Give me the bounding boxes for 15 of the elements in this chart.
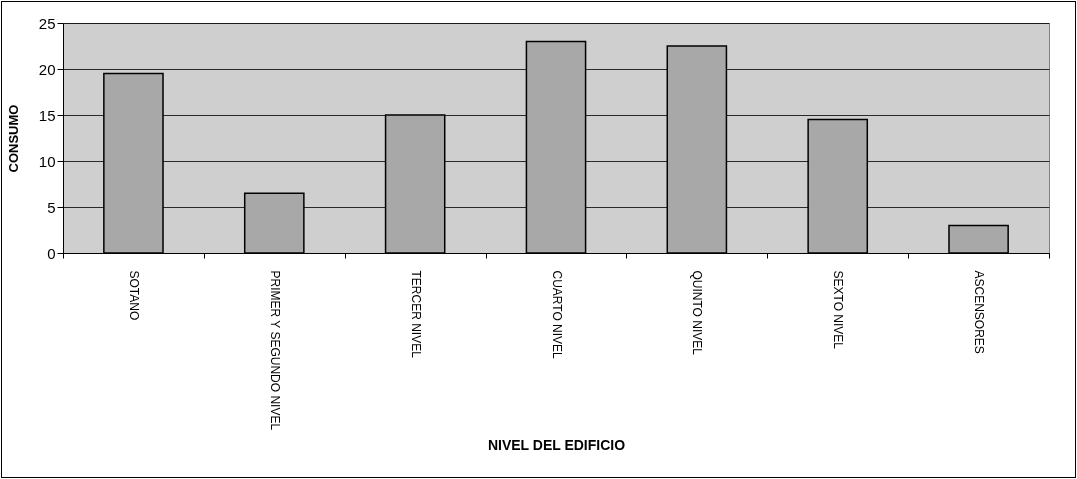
x-tick-label: TERCER NIVEL: [408, 270, 423, 359]
x-tick-label: SOTANO: [126, 270, 141, 321]
y-tick-label: 25: [38, 14, 56, 32]
x-axis-title: NIVEL DEL EDIFICIO: [487, 436, 626, 453]
y-tick-label: 5: [47, 198, 56, 216]
x-tick-label: PRIMER Y SEGUNDO NIVEL: [267, 270, 282, 431]
x-tick-label: CUARTO NIVEL: [549, 270, 564, 360]
y-tick-label: 0: [47, 244, 56, 262]
x-tick-label: QUINTO NIVEL: [690, 270, 705, 356]
x-tick-label: SEXTO NIVEL: [831, 270, 846, 350]
y-axis-title: CONSUMO: [5, 104, 21, 173]
x-tick-label: ASCENSORES: [972, 270, 987, 354]
y-tick-label: 10: [38, 152, 56, 170]
y-tick-label: 15: [38, 106, 56, 124]
y-tick-label: 20: [38, 60, 56, 78]
